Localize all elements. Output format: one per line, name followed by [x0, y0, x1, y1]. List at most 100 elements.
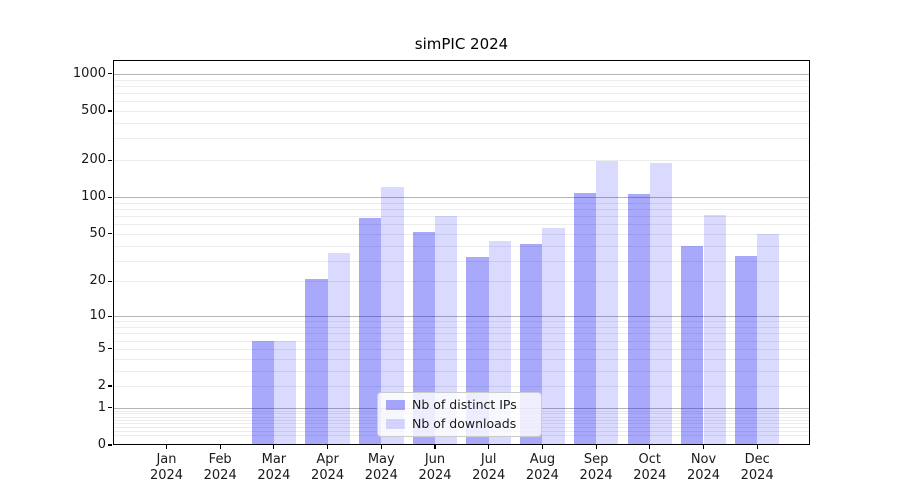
- y-axis-label: 5: [97, 340, 106, 356]
- bar-sep-downloads: [596, 161, 619, 445]
- x-label-year: 2024: [740, 468, 774, 483]
- x-axis-label: Feb 2024: [192, 452, 248, 484]
- bar-dec-downloads: [757, 233, 780, 445]
- x-label-month: Jan: [156, 452, 177, 467]
- bar-may-downloads: [381, 187, 404, 445]
- minor-gridline: [113, 348, 810, 350]
- y-axis-tick: [108, 280, 112, 282]
- bar-mar-downloads: [273, 340, 297, 445]
- x-axis-label: Apr 2024: [300, 452, 356, 484]
- x-axis-label: Jun 2024: [407, 452, 463, 484]
- chart-title: simPIC 2024: [414, 35, 509, 53]
- x-label-year: 2024: [472, 468, 506, 483]
- x-axis-tick: [541, 445, 543, 449]
- y-axis-label: 1: [97, 399, 106, 415]
- bar-nov-distinct-ips: [681, 245, 704, 445]
- minor-gridline: [113, 160, 810, 162]
- bar-nov-downloads: [703, 214, 726, 445]
- bar-mar-distinct-ips: [251, 340, 274, 445]
- minor-gridline: [113, 233, 810, 235]
- x-label-year: 2024: [257, 468, 291, 483]
- x-label-month: Apr: [316, 452, 339, 467]
- x-axis-tick: [702, 445, 705, 449]
- minor-gridline: [113, 216, 810, 217]
- y-axis-label: 50: [89, 225, 106, 241]
- x-label-month: Jul: [480, 452, 497, 467]
- x-axis-tick: [380, 445, 382, 449]
- y-axis-label: 100: [81, 189, 106, 205]
- bar-oct-distinct-ips: [627, 193, 650, 445]
- x-label-year: 2024: [203, 468, 237, 483]
- minor-gridline: [113, 245, 810, 247]
- x-axis-tick: [649, 445, 651, 449]
- x-axis-tick: [165, 445, 168, 449]
- y-axis-tick: [108, 315, 112, 317]
- minor-gridline: [113, 79, 810, 81]
- minor-gridline: [113, 101, 810, 103]
- y-axis-label: 1000: [72, 65, 106, 81]
- x-label-month: Mar: [261, 452, 287, 467]
- y-axis-tick: [108, 233, 112, 235]
- minor-gridline: [113, 93, 810, 94]
- legend-row-distinct-ips: Nb of distinct IPs: [386, 397, 541, 413]
- minor-gridline: [113, 281, 810, 283]
- bar-jun-downloads: [435, 216, 458, 445]
- y-axis-label: 20: [89, 273, 106, 289]
- legend-row-downloads: Nb of downloads: [386, 416, 541, 432]
- x-axis-tick: [327, 445, 329, 449]
- minor-gridline: [113, 224, 810, 226]
- minor-gridline: [113, 260, 810, 262]
- x-axis-tick: [756, 445, 758, 449]
- x-axis-label: Dec 2024: [729, 452, 785, 484]
- minor-gridline: [113, 333, 810, 335]
- bar-oct-downloads: [649, 163, 673, 445]
- x-axis-tick: [595, 445, 597, 449]
- y-axis-label: 500: [81, 103, 106, 118]
- y-axis-tick: [108, 159, 112, 161]
- minor-gridline: [113, 138, 810, 140]
- x-axis-label: Jan 2024: [139, 452, 195, 484]
- x-label-year: 2024: [579, 468, 613, 483]
- minor-gridline: [113, 208, 810, 210]
- bar-apr-downloads: [327, 252, 350, 445]
- bar-may-distinct-ips: [359, 217, 382, 445]
- x-axis-label: Oct 2024: [622, 452, 678, 484]
- x-label-year: 2024: [633, 468, 667, 483]
- x-label-month: Jun: [424, 452, 446, 467]
- y-axis-tick: [108, 73, 112, 75]
- y-axis-label: 10: [89, 308, 106, 324]
- legend-swatch-distinct-ips-icon: [386, 400, 405, 410]
- x-label-month: Dec: [744, 452, 770, 467]
- legend: Nb of distinct IPs Nb of downloads: [377, 392, 542, 437]
- legend-swatch-downloads-icon: [386, 419, 405, 429]
- minor-gridline: [113, 386, 810, 387]
- y-axis-tick: [108, 348, 112, 350]
- x-axis-label: Sep 2024: [568, 452, 624, 484]
- minor-gridline: [113, 202, 810, 204]
- minor-gridline: [113, 327, 810, 328]
- y-axis-label: 200: [81, 152, 106, 168]
- x-label-year: 2024: [311, 468, 345, 483]
- y-axis-tick: [108, 196, 112, 198]
- minor-gridline: [113, 123, 810, 124]
- x-label-month: Oct: [638, 452, 662, 467]
- x-label-month: May: [367, 452, 395, 467]
- bar-apr-distinct-ips: [305, 278, 328, 445]
- x-label-month: Feb: [208, 452, 232, 467]
- x-axis-label: May 2024: [353, 452, 409, 484]
- x-axis-tick: [219, 445, 221, 449]
- y-axis-tick: [108, 407, 112, 409]
- minor-gridline: [113, 340, 810, 342]
- major-gridline: [113, 197, 810, 199]
- y-axis-tick: [108, 444, 112, 446]
- bar-dec-distinct-ips: [734, 255, 758, 445]
- x-label-year: 2024: [149, 468, 184, 483]
- x-axis-tick: [273, 445, 275, 449]
- minor-gridline: [113, 358, 810, 360]
- minor-gridline: [113, 370, 810, 372]
- major-gridline: [113, 316, 810, 318]
- minor-gridline: [113, 321, 810, 323]
- x-label-year: 2024: [525, 468, 559, 483]
- y-axis-label: 2: [97, 378, 106, 393]
